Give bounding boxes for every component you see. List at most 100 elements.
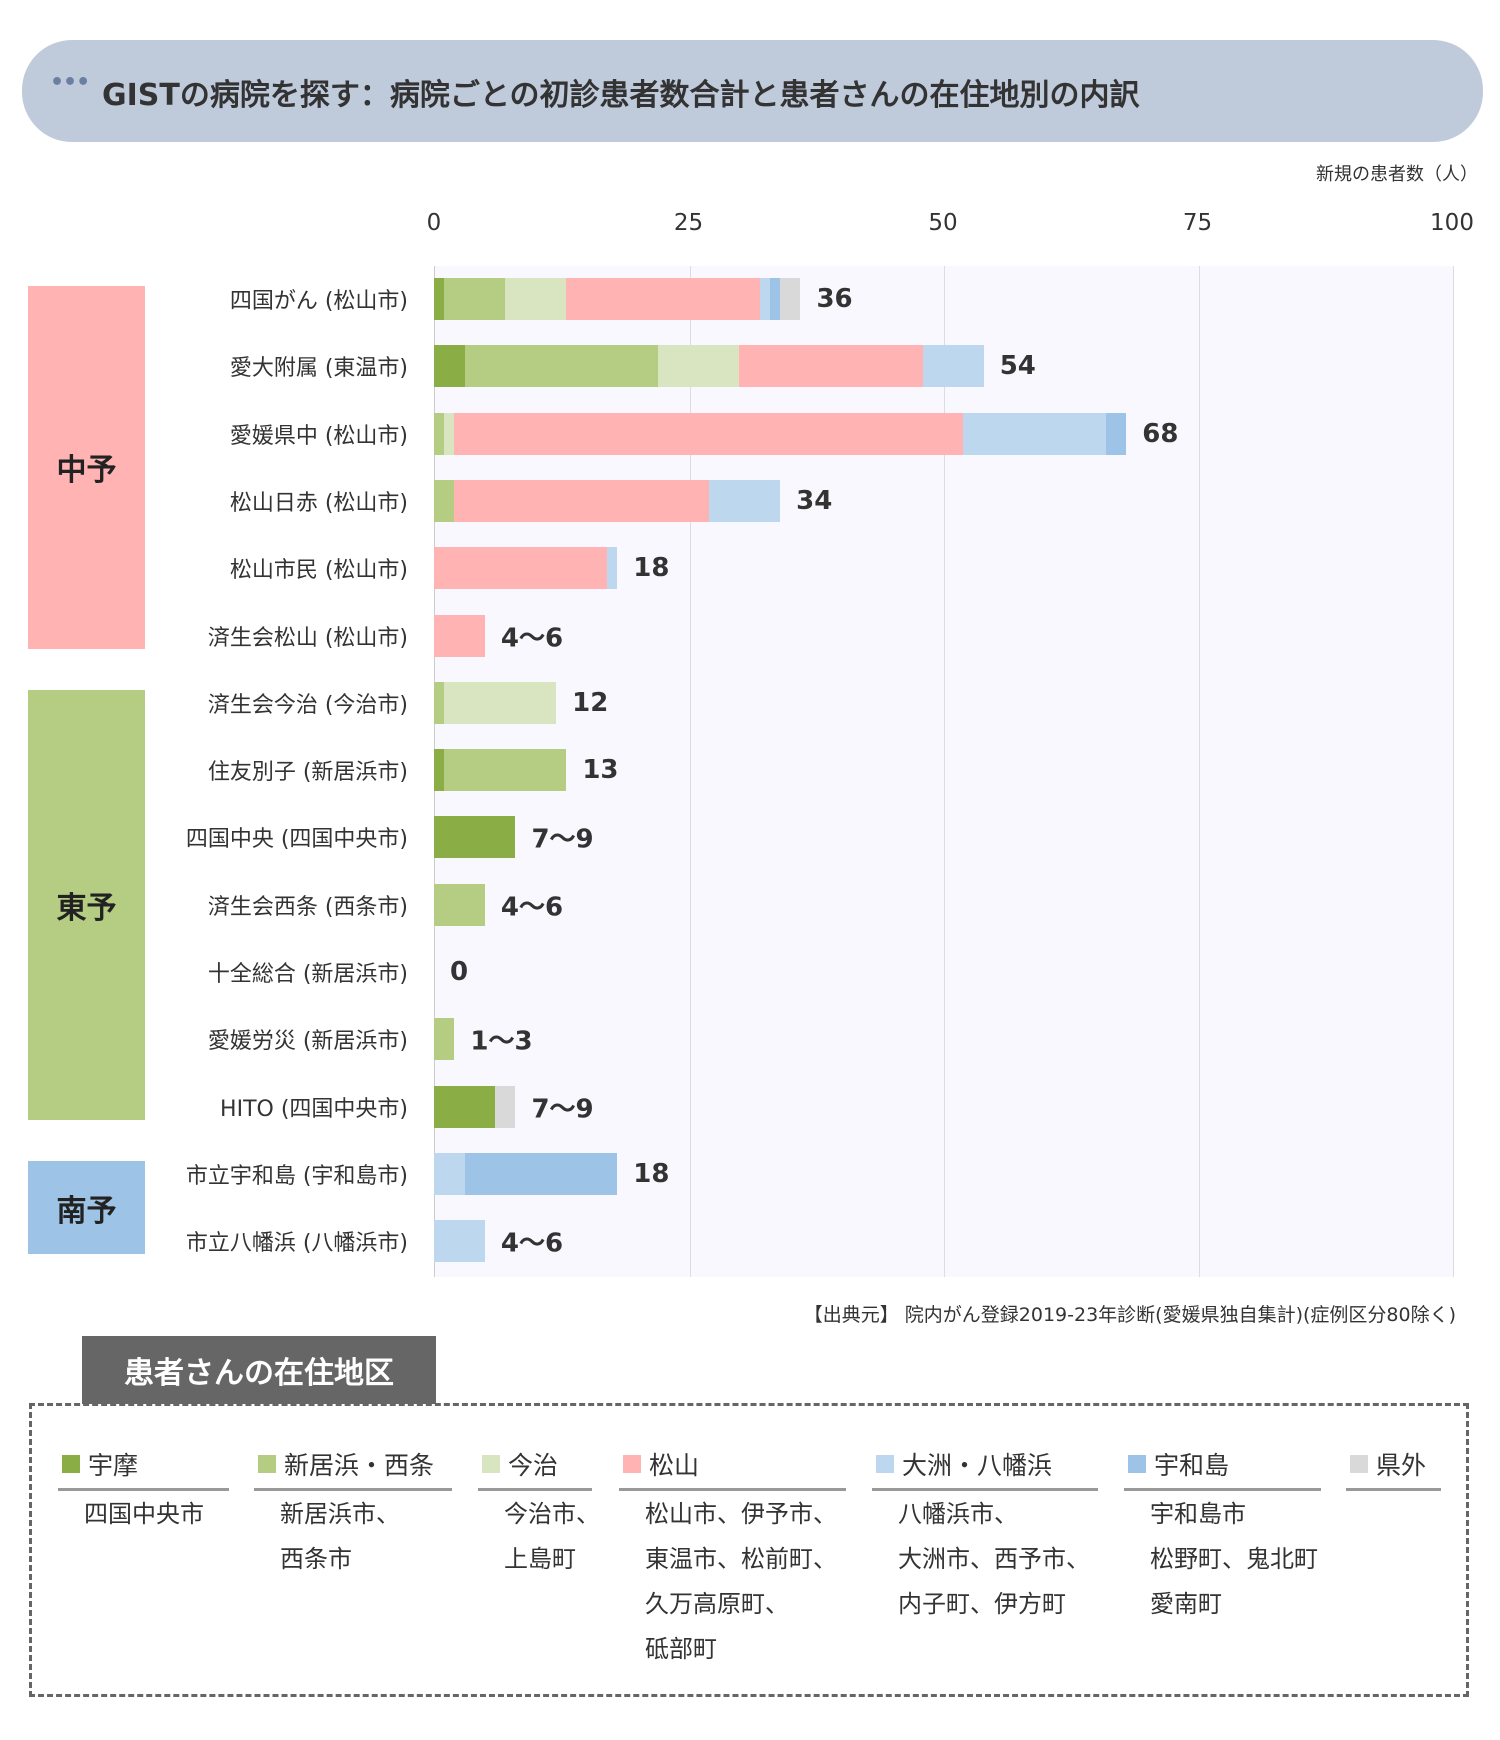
legend-area-text: 四国中央市 bbox=[84, 1500, 204, 1528]
bar-segment-新居浜・西条 bbox=[434, 1018, 455, 1061]
legend-area-text: 久万高原町、 bbox=[645, 1590, 789, 1618]
bar-segment-大洲・八幡浜 bbox=[759, 278, 770, 320]
legend-area-text: 松山市、伊予市、 bbox=[645, 1500, 837, 1528]
legend-area-text: 愛南町 bbox=[1150, 1590, 1222, 1618]
gridline bbox=[689, 266, 691, 1277]
hospital-label: HITO (四国中央市) bbox=[220, 1096, 408, 1122]
bar-segment-宇和島 bbox=[1105, 412, 1127, 455]
value-label: 7～9 bbox=[531, 824, 594, 855]
gridline bbox=[944, 266, 945, 1277]
region-label: 中予 bbox=[28, 286, 145, 649]
bar-segment-大洲・八幡浜 bbox=[607, 547, 618, 590]
legend-heading: 県外 bbox=[1346, 1446, 1441, 1491]
bar-segment-松山 bbox=[434, 547, 608, 590]
page-title: GISTの病院を探す：病院ごとの初診患者数合計と患者さんの在住地別の内訳 bbox=[102, 78, 1140, 113]
bar-segment-県外 bbox=[495, 1085, 516, 1128]
legend-swatch bbox=[62, 1455, 80, 1473]
x-tick-label: 0 bbox=[426, 210, 442, 236]
legend-name: 県外 bbox=[1376, 1451, 1427, 1480]
bar-segment-宇摩 bbox=[434, 345, 465, 388]
value-label: 68 bbox=[1142, 418, 1179, 449]
bar-segment-松山 bbox=[566, 278, 760, 320]
legend-area-text: 砥部町 bbox=[645, 1635, 717, 1663]
hospital-label: 済生会松山 (松山市) bbox=[207, 625, 408, 651]
hospital-label: 四国がん (松山市) bbox=[229, 289, 408, 314]
gridline bbox=[1453, 266, 1454, 1277]
bar-segment-大洲・八幡浜 bbox=[434, 1220, 485, 1263]
hospital-label: 四国中央 (四国中央市) bbox=[185, 827, 408, 853]
bar-segment-今治 bbox=[657, 345, 740, 388]
hospital-label: 住友別子 (新居浜市) bbox=[207, 760, 408, 786]
region-label: 東予 bbox=[28, 689, 145, 1120]
legend-title: 患者さんの在住地区 bbox=[82, 1336, 436, 1404]
hospital-label: 愛媛労災 (新居浜市) bbox=[207, 1029, 408, 1055]
legend-column: 宇和島宇和島市松野町、鬼北町 愛南町 bbox=[1124, 1446, 1321, 1626]
hospital-label: 松山日赤 (松山市) bbox=[229, 490, 408, 516]
bar-segment-宇摩 bbox=[434, 816, 516, 859]
legend-area-text: 内子町、伊方町 bbox=[898, 1590, 1066, 1618]
x-tick-label: 25 bbox=[673, 210, 704, 236]
legend-area-text: 大洲市、西予市、 bbox=[898, 1545, 1090, 1573]
legend-area-text: 今治市、 bbox=[504, 1500, 600, 1528]
legend-name: 宇摩 bbox=[88, 1451, 139, 1480]
region-label: 南予 bbox=[28, 1160, 145, 1255]
legend-swatch bbox=[258, 1455, 276, 1473]
bar-segment-今治 bbox=[444, 681, 557, 724]
hospital-label: 済生会西条 (西条市) bbox=[207, 894, 408, 920]
bar-segment-宇和島 bbox=[464, 1152, 618, 1195]
legend-heading: 新居浜・西条 bbox=[254, 1446, 452, 1491]
value-label: 13 bbox=[582, 755, 619, 786]
legend-area-text: 宇和島市 bbox=[1150, 1500, 1246, 1528]
bar-segment-新居浜・西条 bbox=[434, 681, 445, 724]
bar-segment-今治 bbox=[505, 278, 567, 320]
title-banner: ••• GISTの病院を探す：病院ごとの初診患者数合計と患者さんの在住地別の内訳 bbox=[22, 40, 1483, 142]
hospital-label: 十全総合 (新居浜市) bbox=[207, 962, 408, 987]
value-label: 4～6 bbox=[500, 1228, 564, 1259]
ellipsis-icon: ••• bbox=[50, 70, 90, 95]
hospital-label: 愛大附属 (東温市) bbox=[229, 356, 408, 382]
legend-column: 今治今治市、上島町 bbox=[478, 1446, 600, 1581]
legend-swatch bbox=[1350, 1455, 1368, 1473]
legend-column: 大洲・八幡浜 八幡浜市、 大洲市、西予市、 内子町、伊方町 bbox=[872, 1446, 1098, 1626]
hospital-label: 松山市民 (松山市) bbox=[229, 558, 408, 584]
legend-box bbox=[29, 1403, 1469, 1697]
legend-swatch bbox=[1128, 1455, 1146, 1473]
legend-area-text: 西条市 bbox=[280, 1545, 352, 1573]
legend-name: 大洲・八幡浜 bbox=[902, 1451, 1053, 1480]
bar-segment-新居浜・西条 bbox=[444, 278, 506, 320]
value-label: 7～9 bbox=[531, 1094, 594, 1125]
bar-segment-新居浜・西条 bbox=[434, 412, 445, 455]
bar-segment-宇摩 bbox=[434, 278, 445, 320]
legend-name: 新居浜・西条 bbox=[284, 1451, 435, 1480]
bar-segment-宇摩 bbox=[434, 749, 445, 792]
bar-segment-新居浜・西条 bbox=[434, 883, 485, 926]
legend-heading: 今治 bbox=[478, 1446, 592, 1491]
legend-area-text: 上島町 bbox=[504, 1545, 576, 1573]
hospital-label: 済生会今治 (今治市) bbox=[207, 692, 408, 718]
hospital-label: 愛媛県中 (松山市) bbox=[229, 423, 408, 449]
legend-swatch bbox=[482, 1455, 500, 1473]
value-label: 18 bbox=[633, 553, 670, 584]
value-label: 4～6 bbox=[500, 623, 564, 653]
bar-segment-大洲・八幡浜 bbox=[963, 412, 1106, 455]
bar-segment-大洲・八幡浜 bbox=[708, 479, 781, 522]
x-tick-label: 75 bbox=[1182, 210, 1213, 236]
value-label: 54 bbox=[999, 351, 1036, 382]
bar-segment-大洲・八幡浜 bbox=[922, 345, 984, 388]
value-label: 18 bbox=[633, 1158, 670, 1189]
legend-area-text: 松野町、鬼北町 bbox=[1150, 1545, 1318, 1573]
bar-segment-新居浜・西条 bbox=[444, 749, 567, 792]
legend-heading: 松山 bbox=[619, 1446, 846, 1491]
bar-segment-松山 bbox=[739, 345, 923, 388]
legend-area-text: 東温市、松前町、 bbox=[645, 1545, 837, 1573]
bar-segment-宇摩 bbox=[434, 1085, 496, 1128]
legend-heading: 宇摩 bbox=[58, 1446, 229, 1491]
legend-name: 宇和島 bbox=[1154, 1451, 1230, 1480]
bar-segment-宇和島 bbox=[769, 278, 781, 320]
bar-segment-松山 bbox=[454, 412, 964, 455]
legend-name: 松山 bbox=[649, 1451, 700, 1480]
gridline bbox=[1198, 266, 1200, 1277]
legend-heading: 宇和島 bbox=[1124, 1446, 1321, 1491]
value-label: 12 bbox=[572, 687, 609, 718]
value-label: 0 bbox=[450, 957, 469, 987]
